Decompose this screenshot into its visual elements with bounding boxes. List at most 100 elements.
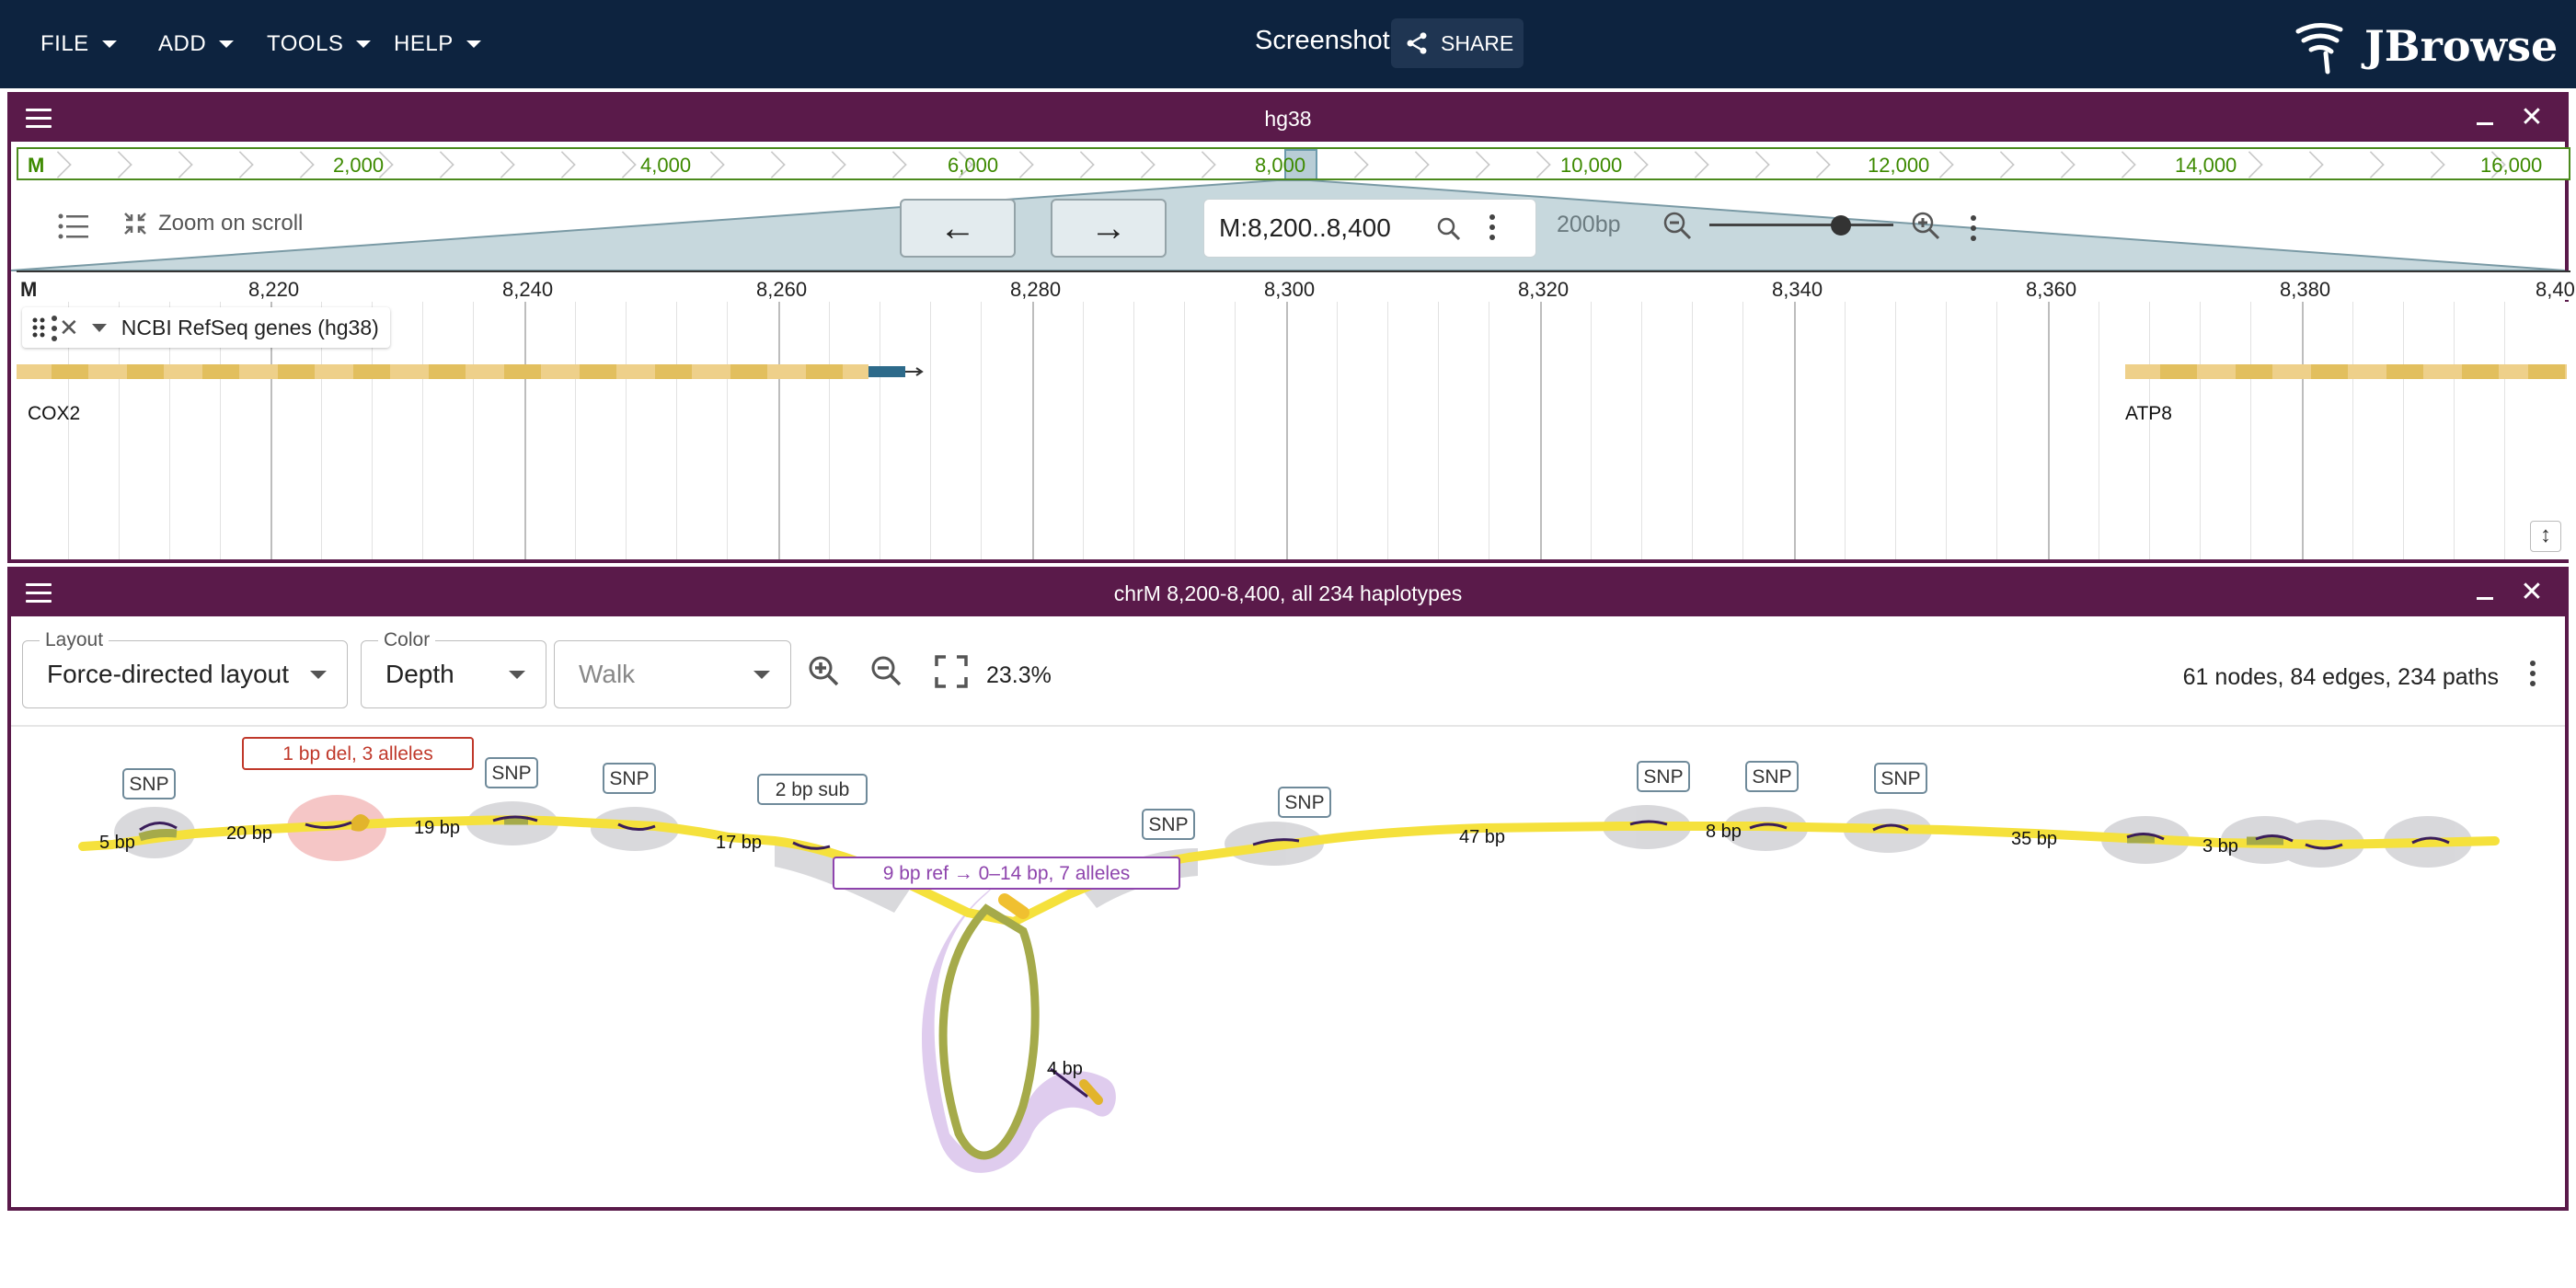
- track-menu-icon[interactable]: [52, 315, 59, 346]
- add-menu-label: ADD: [158, 31, 207, 56]
- ruler: M 8,220 8,240 8,260 8,280 8,300 8,320 8,…: [17, 270, 2575, 301]
- ruler-tick: 8,300: [1264, 278, 1316, 301]
- edge-label: 4 bp: [1047, 1059, 1083, 1079]
- snp-tag: SNP: [1643, 766, 1683, 788]
- zoom-on-scroll-toggle[interactable]: Zoom on scroll: [121, 210, 303, 237]
- add-menu[interactable]: ADD: [158, 26, 235, 63]
- brand-text: JBrowse: [2364, 21, 2559, 71]
- gene-label-cox2[interactable]: COX2: [28, 403, 81, 424]
- close-icon[interactable]: ✕: [2520, 577, 2544, 607]
- overview-tick: 2,000: [333, 154, 385, 177]
- track-selector-icon[interactable]: [57, 212, 90, 241]
- help-menu-label: HELP: [394, 31, 454, 56]
- walk-placeholder: Walk: [579, 660, 636, 688]
- linear-genome-view: hg38 ✕ M 2,000 4,000 6,000 8,000 10,000 …: [7, 92, 2575, 563]
- zoom-in-icon[interactable]: [802, 650, 846, 694]
- ruler-tick: 8,280: [1010, 278, 1062, 301]
- graph-controls: Layout Force-directed layout Color Depth…: [11, 616, 2565, 727]
- layout-select[interactable]: Layout Force-directed layout: [22, 629, 348, 708]
- location-menu-icon[interactable]: [1489, 214, 1497, 245]
- view-header: hg38 ✕: [11, 96, 2565, 142]
- snp-tag: SNP: [1284, 792, 1324, 813]
- overview-visible-region[interactable]: [1284, 149, 1317, 178]
- minimize-icon[interactable]: [2471, 580, 2499, 607]
- gene-features: [17, 364, 2567, 379]
- ruler-tick: 8,380: [2280, 278, 2331, 301]
- chevron-down-icon: [310, 671, 327, 679]
- snp-tag: SNP: [129, 774, 168, 795]
- edge-label: 17 bp: [716, 833, 762, 853]
- overview-tick: 4,000: [640, 154, 692, 177]
- ruler-tick: 8,240: [502, 278, 554, 301]
- view-header: chrM 8,200-8,400, all 234 haplotypes ✕: [11, 570, 2565, 616]
- session-title[interactable]: Screenshot: [1255, 26, 1390, 55]
- share-button[interactable]: SHARE: [1391, 18, 1524, 68]
- graph-view: chrM 8,200-8,400, all 234 haplotypes ✕ L…: [7, 567, 2569, 1211]
- view-menu-icon[interactable]: [26, 109, 52, 129]
- variation-graph-canvas[interactable]: 5 bp 20 bp 19 bp 17 bp 47 bp 8 bp 35 bp …: [11, 729, 2565, 1224]
- search-icon[interactable]: [1436, 216, 1462, 242]
- close-track-icon[interactable]: ✕: [59, 313, 79, 341]
- overview-refname: M: [28, 154, 45, 177]
- zoom-level-text: 200bp: [1557, 212, 1621, 237]
- location-search-input[interactable]: M:8,200..8,400: [1203, 199, 1536, 258]
- view-title: hg38: [1264, 107, 1312, 131]
- indel-highlight: [922, 885, 1116, 1173]
- chevron-down-icon: [101, 40, 117, 48]
- chevron-down-icon: [219, 40, 235, 48]
- minimize-icon[interactable]: [2471, 105, 2499, 132]
- edge-label: 47 bp: [1459, 827, 1505, 847]
- gene-track-area[interactable]: COX2 ATP8 ✕ NCBI RefSeq genes (hg38) ↕: [17, 302, 2570, 559]
- arrow-right-icon: →: [1090, 207, 1127, 248]
- zoom-out-icon[interactable]: [1662, 210, 1693, 241]
- indel-annotation: 9 bp ref → 0–14 bp, 7 alleles: [883, 863, 1131, 884]
- indel-loop: [938, 903, 1040, 1160]
- arrow-left-icon: ←: [939, 207, 976, 248]
- pan-left-button[interactable]: ←: [900, 199, 1016, 258]
- color-value: Depth: [385, 660, 454, 688]
- tools-menu[interactable]: TOOLS: [267, 26, 372, 63]
- track-name: NCBI RefSeq genes (hg38): [121, 315, 379, 339]
- overview-scalebar[interactable]: M 2,000 4,000 6,000 8,000 10,000 12,000 …: [17, 147, 2570, 180]
- drag-handle-icon[interactable]: [31, 316, 46, 339]
- fit-view-icon[interactable]: [929, 650, 973, 694]
- walk-select[interactable]: Walk: [554, 640, 791, 708]
- edge-label: 8 bp: [1706, 822, 1742, 842]
- view-options-icon[interactable]: [1971, 215, 1978, 246]
- resize-icon[interactable]: ↕: [2530, 521, 2561, 552]
- snp-tag: SNP: [1148, 814, 1188, 835]
- view-menu-icon[interactable]: [26, 583, 52, 604]
- overview-tick: 12,000: [1868, 154, 1930, 177]
- zoom-slider-track[interactable]: [1709, 224, 1893, 226]
- edge-label: 20 bp: [226, 823, 272, 844]
- graph-options-icon[interactable]: [2530, 661, 2537, 691]
- deletion-annotation: 1 bp del, 3 alleles: [282, 743, 432, 765]
- help-menu[interactable]: HELP: [394, 26, 481, 63]
- edge-label: 3 bp: [2202, 836, 2238, 857]
- chevron-down-icon[interactable]: [91, 323, 107, 332]
- pan-right-button[interactable]: →: [1051, 199, 1167, 258]
- chevron-down-icon: [466, 40, 481, 48]
- gene-label-atp8[interactable]: ATP8: [2125, 403, 2172, 424]
- zoom-in-icon[interactable]: [1910, 210, 1941, 241]
- color-select[interactable]: Color Depth: [361, 629, 546, 708]
- edge-label: 35 bp: [2011, 829, 2057, 849]
- file-menu-label: FILE: [40, 31, 89, 56]
- zoom-percentage: 23.3%: [986, 662, 1052, 688]
- snp-tag: SNP: [491, 763, 531, 784]
- tools-menu-label: TOOLS: [267, 31, 344, 56]
- layout-value: Force-directed layout: [47, 660, 290, 688]
- ruler-refname: M: [20, 278, 38, 301]
- zoom-on-scroll-label: Zoom on scroll: [158, 211, 304, 236]
- zoom-out-icon[interactable]: [865, 650, 909, 694]
- close-icon[interactable]: ✕: [2520, 102, 2544, 132]
- ruler-tick: 8,220: [248, 278, 300, 301]
- track-label[interactable]: ✕ NCBI RefSeq genes (hg38): [22, 307, 390, 348]
- logo-icon: [2295, 23, 2343, 75]
- file-menu[interactable]: FILE: [40, 26, 117, 63]
- layout-legend: Layout: [40, 629, 109, 651]
- zoom-slider-thumb[interactable]: [1831, 215, 1851, 236]
- ruler-tick: 8,360: [2026, 278, 2077, 301]
- share-icon: [1407, 32, 1427, 54]
- edge-label: 5 bp: [99, 833, 135, 853]
